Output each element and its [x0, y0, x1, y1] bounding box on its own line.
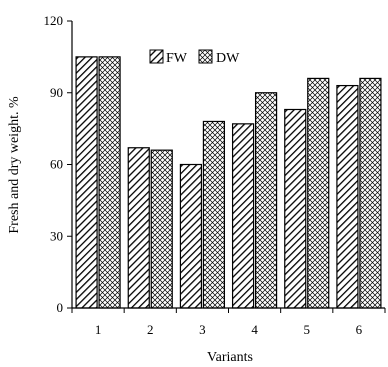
legend-swatch-dw [198, 49, 213, 64]
x-tick-label-4: 4 [251, 322, 258, 337]
legend: FW DW [149, 49, 240, 66]
legend-label-fw: FW [166, 51, 188, 66]
y-tick-label-90: 90 [50, 85, 63, 100]
bar-dw-1 [98, 56, 121, 309]
y-tick-label-60: 60 [50, 157, 63, 172]
legend-label-dw: DW [216, 51, 240, 66]
y-tick-label-0: 0 [57, 300, 64, 315]
bar-dw-4 [254, 92, 278, 309]
bar-dw-3 [202, 120, 226, 309]
bar-dw-5 [307, 77, 330, 309]
y-axis-title: Fresh and dry weight. % [7, 96, 22, 234]
bar-fw-4 [231, 123, 255, 309]
bar-fw-6 [336, 84, 359, 309]
bar-fw-1 [75, 56, 98, 309]
y-tick-label-120: 120 [44, 13, 64, 28]
legend-swatch-fw [149, 49, 164, 64]
bar-fw-3 [179, 163, 203, 309]
x-tick-label-5: 5 [304, 322, 311, 337]
x-tick-label-3: 3 [199, 322, 206, 337]
y-tick-label-30: 30 [50, 228, 63, 243]
bar-fw-2 [127, 147, 150, 309]
bar-dw-2 [150, 149, 173, 309]
bar-fw-5 [284, 108, 307, 309]
x-axis-title: Variants [207, 350, 253, 365]
plot-area: 0 30 60 90 120 1 2 3 4 5 6 [44, 13, 386, 337]
x-tick-label-2: 2 [147, 322, 154, 337]
x-tick-label-1: 1 [95, 322, 102, 337]
bar-dw-6 [359, 77, 382, 309]
x-tick-label-6: 6 [356, 322, 363, 337]
